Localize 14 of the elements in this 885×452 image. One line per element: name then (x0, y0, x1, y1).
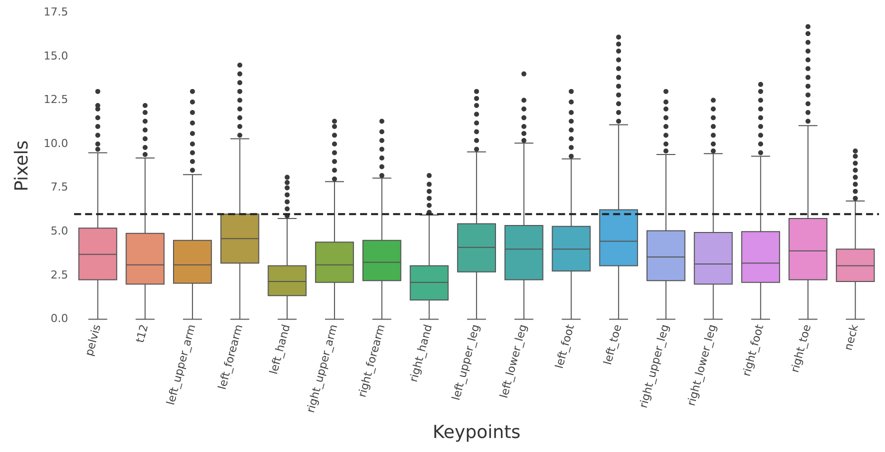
x-axis-title: Keypoints (432, 422, 521, 443)
x-tick-label: pelvis (82, 322, 104, 358)
y-tick-label: 7.5 (50, 180, 68, 194)
y-tick-label: 17.5 (44, 5, 68, 18)
x-tick-label: left_toe (601, 322, 624, 366)
y-tick-label: 2.5 (50, 268, 68, 282)
y-tick-label: 15.0 (44, 49, 68, 62)
y-tick-label: 0.0 (50, 312, 68, 326)
x-tick-label: neck (842, 322, 862, 352)
y-tick-label: 10.0 (44, 136, 68, 150)
y-tick-label: 12.5 (44, 93, 68, 106)
x-tick-label: t12 (133, 323, 151, 344)
y-axis-title: Pixels (11, 140, 32, 192)
y-tick-label: 5.0 (50, 224, 68, 238)
